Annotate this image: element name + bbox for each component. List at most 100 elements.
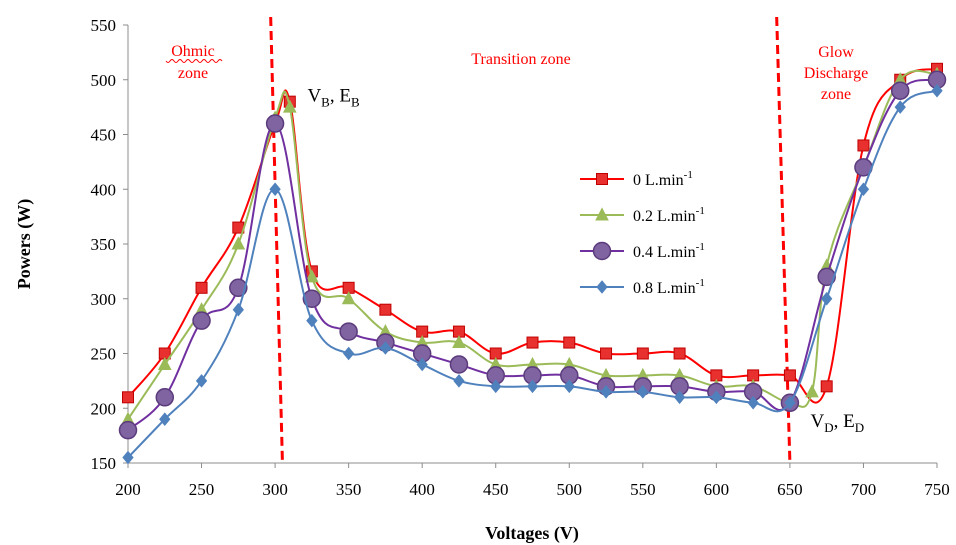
data-point — [600, 347, 613, 360]
y-tick-label: 300 — [91, 290, 117, 309]
y-tick-label: 350 — [91, 235, 117, 254]
data-point — [784, 395, 796, 410]
x-tick-label: 200 — [115, 480, 141, 499]
zone-label: Glow — [818, 44, 854, 61]
series-square — [122, 62, 943, 404]
legend-label-sup: -1 — [684, 169, 693, 181]
annotation-base: V — [307, 86, 321, 107]
legend-entry: 0.2 L.min-1 — [580, 205, 705, 225]
legend-label-text: 0 L.min — [633, 172, 684, 189]
data-point — [302, 289, 322, 308]
data-point — [379, 303, 392, 316]
data-point — [229, 278, 248, 298]
data-point — [157, 356, 172, 370]
point-annotation: VB, EB — [307, 86, 360, 110]
series-line — [127, 69, 938, 420]
annotation-sep: , — [330, 86, 340, 107]
data-point — [817, 267, 836, 287]
legend-label-text: 0.4 L.min — [633, 244, 696, 261]
legend-label: 0.4 L.min-1 — [633, 241, 705, 261]
data-point — [490, 379, 502, 394]
annotation-base2: E — [843, 411, 855, 432]
data-point — [857, 139, 870, 152]
data-point — [282, 99, 297, 113]
labels-layer: Ohmic zone Transition zone Glow Discharge zon… — [165, 43, 869, 435]
legend-label-sup: -1 — [696, 241, 705, 253]
data-point — [306, 313, 318, 328]
data-point — [805, 384, 819, 398]
x-tick-label: 600 — [704, 480, 730, 499]
legend-marker — [596, 280, 608, 294]
data-point — [894, 100, 906, 114]
legend-marker — [596, 173, 608, 185]
annotation-base: V — [811, 411, 825, 432]
series-line — [127, 78, 938, 431]
legend-entry: 0.4 L.min-1 — [580, 241, 705, 261]
data-point — [379, 341, 392, 355]
legend-label-sup: -1 — [696, 205, 705, 217]
data-point — [563, 379, 575, 394]
legend-entry: 0.8 L.min-1 — [580, 277, 705, 297]
annotation-sub: D — [824, 420, 833, 435]
data-point — [416, 357, 428, 372]
x-tick-label: 350 — [336, 480, 362, 499]
x-tick-label: 550 — [630, 480, 656, 499]
y-tick-label: 150 — [91, 454, 117, 473]
legend-label-text: 0.2 L.min — [633, 208, 696, 225]
data-point — [857, 182, 870, 197]
legend-label: 0 L.min-1 — [633, 169, 693, 189]
y-tick-label: 500 — [91, 71, 117, 90]
data-point — [747, 395, 759, 410]
data-point — [155, 388, 175, 407]
data-point — [452, 334, 466, 349]
data-point — [890, 81, 910, 100]
data-point — [453, 374, 465, 388]
data-point — [821, 291, 833, 306]
data-point — [122, 391, 134, 404]
y-tick-label: 250 — [91, 345, 117, 364]
x-axis-title: Voltages (V) — [485, 523, 579, 544]
spellcheck-underline — [165, 59, 223, 63]
x-tick-label: 250 — [189, 480, 215, 499]
x-tick-label: 400 — [409, 480, 435, 499]
legend-label: 0.2 L.min-1 — [633, 205, 705, 225]
data-point — [232, 302, 244, 317]
legend-marker — [592, 241, 612, 261]
series-layer — [118, 62, 947, 465]
x-tick-label: 650 — [777, 480, 803, 499]
data-point — [526, 336, 539, 349]
data-point — [600, 385, 612, 399]
data-point — [673, 347, 686, 360]
data-point — [637, 385, 649, 399]
legend-label: 0.8 L.min-1 — [633, 277, 705, 297]
data-point — [636, 347, 649, 360]
x-tick-label: 300 — [262, 480, 288, 499]
data-point — [339, 322, 358, 341]
annotation-sub2: B — [351, 95, 360, 110]
y-tick-label: 550 — [91, 16, 117, 35]
data-point — [341, 291, 356, 305]
zone-boundary-line — [775, 16, 792, 464]
zone-label: Discharge — [804, 65, 869, 82]
data-point — [159, 412, 171, 426]
x-tick-label: 750 — [924, 480, 950, 499]
data-point — [192, 311, 211, 330]
legend-marker — [595, 207, 609, 221]
axes: 150 200 250 300 350 400 450 500 550 200 250 300 350 4… — [14, 16, 950, 544]
zone-label: zone — [821, 86, 851, 103]
x-tick-label: 500 — [557, 480, 583, 499]
data-point — [449, 355, 469, 374]
data-point — [269, 182, 281, 197]
y-tick-label: 400 — [91, 180, 117, 199]
zone-label: zone — [178, 65, 208, 82]
legend-entry: 0 L.min-1 — [580, 169, 693, 189]
data-point — [563, 336, 576, 349]
annotation-base2: E — [339, 86, 351, 107]
zone-label: Ohmic — [171, 43, 215, 60]
point-annotation: VD, ED — [811, 411, 865, 435]
y-tick-label: 200 — [91, 399, 117, 418]
zone-boundary-line — [269, 16, 284, 464]
y-axis-title: Powers (W) — [14, 199, 35, 289]
